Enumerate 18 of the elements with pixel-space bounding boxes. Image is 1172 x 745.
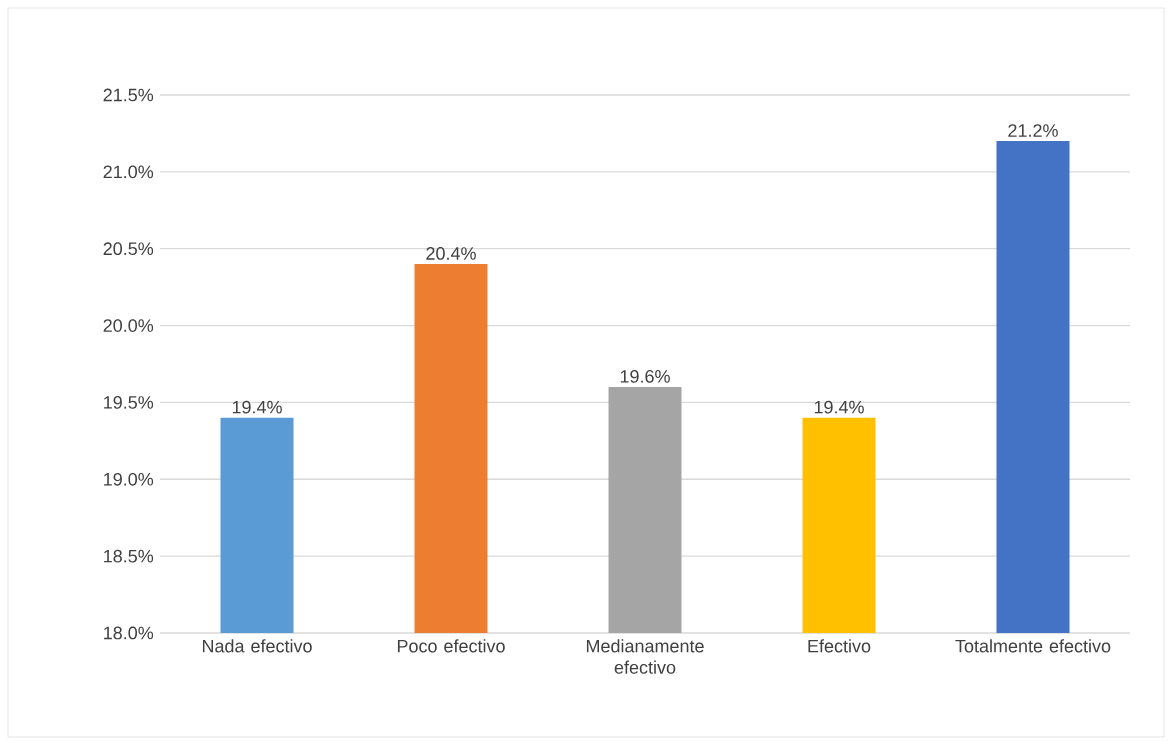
x-tick-label: Efectivo — [808, 639, 871, 653]
data-label: 19.4% — [232, 400, 282, 414]
y-tick-label: 18.0% — [104, 626, 154, 640]
data-label: 21.2% — [1008, 124, 1058, 137]
y-tick-label: 20.5% — [103, 242, 154, 256]
data-label: 19.6% — [620, 370, 670, 383]
y-tick-label: 21.5% — [103, 88, 154, 102]
data-label: 19.4% — [814, 400, 864, 414]
x-tick-label: Medianamente efectivo — [586, 639, 704, 674]
y-tick-label: 21.0% — [103, 165, 154, 179]
x-tick-label: Poco efectivo — [397, 639, 505, 653]
data-label: 20.4% — [426, 247, 476, 260]
y-tick-label: 19.5% — [104, 396, 154, 409]
y-tick-label: 18.5% — [104, 549, 154, 563]
x-tick-label: Nada efectivo — [202, 639, 312, 653]
x-tick-label: Totalmente efectivo — [955, 639, 1111, 653]
y-tick-label: 19.0% — [104, 472, 154, 486]
y-tick-label: 20.0% — [103, 319, 154, 332]
